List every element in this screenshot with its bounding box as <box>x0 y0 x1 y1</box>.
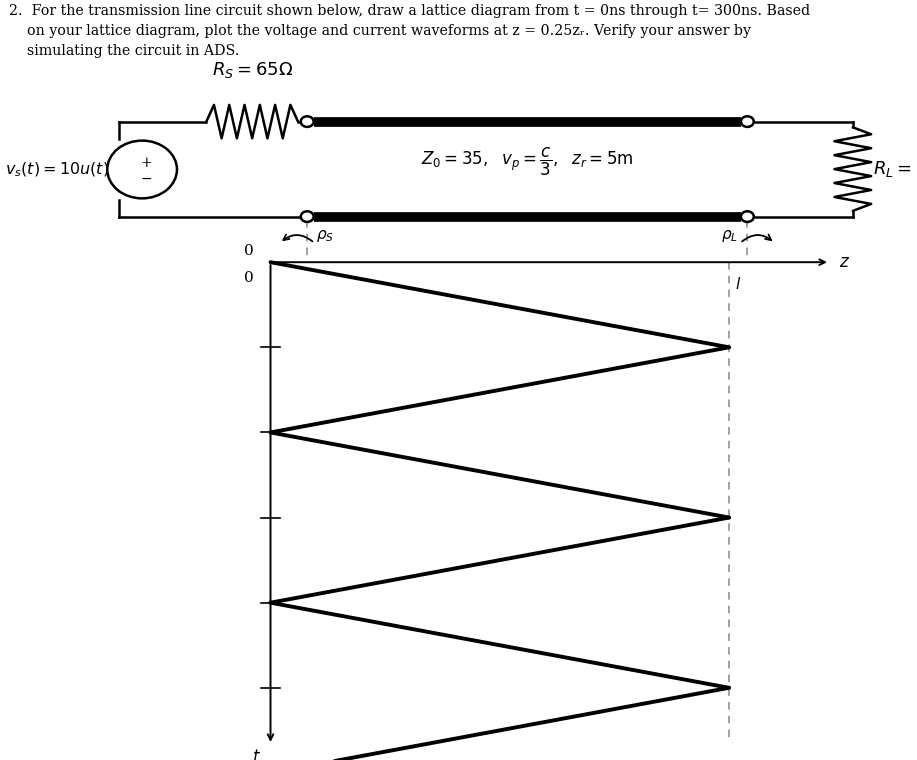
Text: $t$: $t$ <box>252 749 261 760</box>
Circle shape <box>301 211 314 222</box>
Circle shape <box>107 141 177 198</box>
Text: 0: 0 <box>244 271 254 285</box>
Circle shape <box>741 116 754 127</box>
Text: 0: 0 <box>244 245 254 258</box>
Text: $l$: $l$ <box>735 276 741 292</box>
Text: +: + <box>141 157 152 170</box>
Text: $v_s(t) = 10u(t)$: $v_s(t) = 10u(t)$ <box>5 160 108 179</box>
Text: $\rho_S$: $\rho_S$ <box>316 227 335 244</box>
Text: 2.  For the transmission line circuit shown below, draw a lattice diagram from t: 2. For the transmission line circuit sho… <box>9 4 811 58</box>
Circle shape <box>741 211 754 222</box>
Text: $Z_0 = 35,\ \ v_p = \dfrac{c}{3},\ \ z_r = 5\mathrm{m}$: $Z_0 = 35,\ \ v_p = \dfrac{c}{3},\ \ z_r… <box>421 145 634 178</box>
Text: $\rho_L$: $\rho_L$ <box>722 227 738 244</box>
Text: −: − <box>141 172 152 185</box>
Text: $R_L = 15\Omega$: $R_L = 15\Omega$ <box>873 159 917 179</box>
Text: $z$: $z$ <box>839 254 850 271</box>
Text: $R_S = 65\Omega$: $R_S = 65\Omega$ <box>212 60 293 80</box>
Circle shape <box>301 116 314 127</box>
